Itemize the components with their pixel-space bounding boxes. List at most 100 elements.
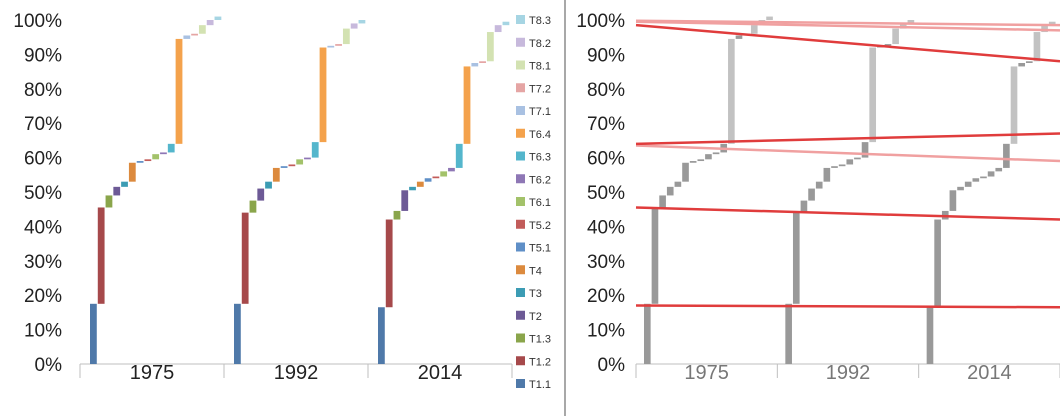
y-tick-label: 40% bbox=[24, 217, 62, 238]
waterfall-bar-t8-2-1975 bbox=[206, 20, 214, 26]
waterfall-bar-t6-4-2014 bbox=[463, 66, 471, 144]
waterfall-bar-t7-2-2014 bbox=[479, 61, 486, 63]
right-waterfall-chart: 0% 10% 20% 30% 40% 50% 60% 70% 80% 90% 100% 1975 199… bbox=[576, 11, 1060, 384]
waterfall-bar-gray-t1-3-1992 bbox=[800, 200, 808, 213]
legend-label: T8.3 bbox=[529, 15, 551, 27]
waterfall-bar-t4-2014 bbox=[416, 181, 424, 187]
waterfall-bar-t6-3-1992 bbox=[311, 142, 319, 158]
waterfall-bar-gray-t6-3-1992 bbox=[861, 142, 869, 158]
waterfall-bar-gray-t3-2014 bbox=[957, 186, 964, 191]
waterfall-bar-gray-t5-2-1992 bbox=[838, 164, 846, 167]
waterfall-bar-t7-1-1992 bbox=[327, 45, 335, 48]
x-tick-label: 1975 bbox=[130, 362, 175, 384]
waterfall-bar-t6-1-1992 bbox=[296, 159, 304, 165]
waterfall-bar-gray-t4-2014 bbox=[964, 181, 972, 187]
waterfall-bar-t6-3-1975 bbox=[167, 143, 175, 153]
legend-label: T8.1 bbox=[529, 61, 551, 73]
legend-label: T2 bbox=[529, 311, 542, 323]
waterfall-bar-t1-3-1975 bbox=[105, 195, 113, 208]
legend-swatch bbox=[516, 60, 525, 70]
y-tick-label: 30% bbox=[24, 252, 62, 273]
waterfall-bar-gray-t2-1992 bbox=[808, 188, 815, 201]
waterfall-bar-t6-1-1975 bbox=[152, 154, 160, 160]
waterfall-bar-gray-t8-3-1975 bbox=[766, 16, 773, 20]
waterfall-bar-t5-2-1992 bbox=[288, 164, 296, 167]
y-tick-label: 60% bbox=[24, 149, 62, 170]
waterfall-bar-t8-1-1992 bbox=[342, 28, 350, 45]
legend-label: T6.3 bbox=[529, 152, 551, 164]
waterfall-bar-t1-2-1975 bbox=[97, 207, 105, 304]
left-waterfall-chart: 0% 10% 20% 30% 40% 50% 60% 70% 80% 90% 100% 1975 199… bbox=[13, 11, 513, 384]
waterfall-bar-t1-3-2014 bbox=[393, 210, 401, 220]
legend-label: T6.2 bbox=[529, 174, 551, 186]
waterfall-bar-t8-3-1992 bbox=[358, 20, 366, 24]
waterfall-bar-gray-t6-2-1975 bbox=[712, 152, 720, 155]
waterfall-bar-t1-1-1992 bbox=[234, 303, 241, 364]
waterfall-bar-t5-1-2014 bbox=[424, 178, 432, 182]
waterfall-bar-t8-1-1975 bbox=[198, 25, 206, 34]
waterfall-bar-gray-t6-1-1975 bbox=[705, 154, 712, 160]
legend-swatch bbox=[516, 288, 525, 297]
trend-overlay-line bbox=[635, 206, 1060, 221]
waterfall-bar-gray-t8-1-2014 bbox=[1033, 32, 1041, 62]
legend-swatch bbox=[516, 356, 525, 366]
waterfall-bar-t5-2-2014 bbox=[432, 176, 440, 179]
waterfall-bar-t1-2-1992 bbox=[241, 212, 249, 304]
waterfall-bar-t8-1-2014 bbox=[486, 32, 494, 62]
legend-swatch bbox=[516, 265, 525, 275]
waterfall-bar-t7-1-2014 bbox=[471, 63, 479, 67]
waterfall-bar-t7-2-1975 bbox=[191, 33, 198, 36]
y-tick-label: 10% bbox=[587, 321, 625, 342]
waterfall-bar-gray-t8-3-2014 bbox=[1048, 21, 1056, 26]
waterfall-bar-t7-1-1975 bbox=[183, 35, 191, 39]
legend-label: T5.2 bbox=[529, 220, 551, 232]
waterfall-bar-gray-t5-2-1975 bbox=[697, 159, 705, 162]
legend-swatch bbox=[516, 106, 525, 115]
legend-swatch bbox=[516, 151, 525, 161]
waterfall-bar-gray-t8-1-1992 bbox=[892, 28, 899, 45]
waterfall-bar-t8-2-2014 bbox=[494, 25, 502, 33]
y-tick-label: 50% bbox=[24, 183, 62, 204]
waterfall-bar-gray-t4-1992 bbox=[823, 167, 831, 182]
waterfall-bar-t8-3-2014 bbox=[502, 21, 510, 26]
waterfall-bar-gray-t4-1975 bbox=[682, 162, 689, 182]
legend-label: T7.2 bbox=[529, 83, 551, 95]
waterfall-bar-gray-t2-2014 bbox=[949, 190, 957, 211]
legend-swatch bbox=[516, 174, 525, 184]
x-tick-label: 1992 bbox=[274, 362, 319, 384]
legend-swatch bbox=[516, 37, 525, 47]
y-tick-label: 40% bbox=[587, 217, 625, 238]
waterfall-bar-gray-t3-1992 bbox=[815, 181, 823, 189]
waterfall-bar-t1-1-1975 bbox=[90, 303, 97, 364]
waterfall-bar-t6-4-1975 bbox=[175, 38, 183, 144]
legend-swatch bbox=[516, 219, 525, 229]
chart-legend: T8.3 T8.2 T8.1 T7.2 T7.1 T6.4 T6.3 T6.2 T6.1 T5.2… bbox=[516, 15, 551, 391]
legend-label: T1.3 bbox=[529, 334, 551, 346]
y-tick-label: 80% bbox=[587, 80, 625, 101]
x-tick-label: 2014 bbox=[967, 362, 1012, 384]
legend-swatch bbox=[516, 15, 525, 24]
y-tick-label: 90% bbox=[587, 45, 625, 66]
waterfall-bar-t3-2014 bbox=[409, 186, 416, 191]
waterfall-bar-t5-1-1992 bbox=[280, 166, 288, 168]
waterfall-bar-t2-2014 bbox=[401, 190, 409, 211]
waterfall-bar-t3-1975 bbox=[121, 181, 128, 187]
waterfall-bar-t6-3-2014 bbox=[455, 143, 463, 168]
x-tick-label: 1975 bbox=[684, 362, 729, 384]
waterfall-bar-gray-t2-1975 bbox=[666, 186, 674, 196]
waterfall-bar-gray-t1-1-1992 bbox=[785, 303, 792, 364]
legend-label: T7.1 bbox=[529, 106, 551, 118]
waterfall-bar-t6-4-1992 bbox=[319, 47, 327, 143]
legend-label: T3 bbox=[529, 288, 542, 300]
y-tick-label: 0% bbox=[35, 355, 63, 376]
legend-label: T6.1 bbox=[529, 197, 551, 209]
trend-overlay-line bbox=[635, 304, 1060, 309]
legend-swatch bbox=[516, 242, 525, 252]
waterfall-bar-gray-t6-4-1975 bbox=[728, 38, 735, 144]
waterfall-bar-gray-t1-2-1975 bbox=[651, 207, 659, 304]
y-tick-label: 90% bbox=[24, 45, 62, 66]
waterfall-bar-t6-2-1992 bbox=[304, 157, 311, 160]
trend-overlay-line bbox=[635, 19, 1060, 27]
waterfall-bar-gray-t8-3-1992 bbox=[907, 20, 915, 24]
y-tick-label: 0% bbox=[598, 355, 626, 376]
